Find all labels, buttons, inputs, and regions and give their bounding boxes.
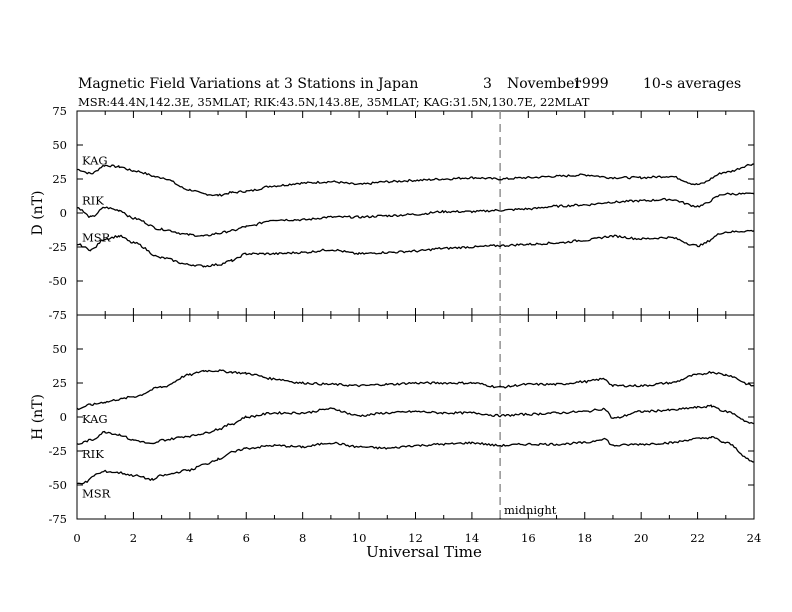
chart-marks: -75 -50 -25 0 25 50 75 KAG RIK MSR -75 -50 -25 0 25 50 0… <box>48 104 761 545</box>
midnight-label: midnight <box>504 503 557 517</box>
h-ytick-label: -25 <box>48 444 67 458</box>
h-trace-msr <box>76 435 755 485</box>
h-trace-rik <box>76 404 755 445</box>
xtick-label: 8 <box>299 531 306 545</box>
d-trace-msr <box>76 229 755 268</box>
d-ytick-label: -25 <box>48 240 67 254</box>
chart-title: Magnetic Field Variations at 3 Stations … <box>78 76 418 92</box>
chart-year: 1999 <box>573 76 609 92</box>
h-trace-kag <box>76 369 755 411</box>
d-ytick-label: 25 <box>52 172 67 186</box>
xtick-label: 12 <box>408 531 423 545</box>
xtick-label: 16 <box>521 531 536 545</box>
d-ytick-label: 0 <box>60 206 67 220</box>
xtick-label: 22 <box>690 531 705 545</box>
d-panel-frame <box>76 110 755 316</box>
x-axis-label: Universal Time <box>366 543 482 561</box>
xtick-label: 20 <box>634 531 649 545</box>
d-station-label-kag: KAG <box>82 153 108 167</box>
chart-month: November <box>507 76 581 92</box>
d-ytick-label: -75 <box>48 308 67 322</box>
h-ytick-label: 0 <box>60 410 67 424</box>
xtick-label: 18 <box>577 531 592 545</box>
xtick-label: 2 <box>130 531 137 545</box>
xtick-label: 0 <box>73 531 80 545</box>
chart-day: 3 <box>483 76 492 92</box>
h-panel-frame <box>76 314 755 520</box>
d-axis-label: D (nT) <box>30 191 46 236</box>
xtick-label: 4 <box>186 531 193 545</box>
h-ytick-label: 25 <box>52 376 67 390</box>
h-station-label-msr: MSR <box>82 487 111 501</box>
h-station-label-rik: RIK <box>82 447 104 461</box>
stations-coordinates: MSR:44.4N,142.3E, 35MLAT; RIK:43.5N,143.… <box>78 95 590 109</box>
xtick-label: 6 <box>243 531 250 545</box>
d-ytick-label: 50 <box>52 138 67 152</box>
xtick-label: 24 <box>747 531 762 545</box>
h-axis-label: H (nT) <box>30 394 46 440</box>
d-ytick-label: -50 <box>48 274 67 288</box>
xtick-label: 14 <box>465 531 480 545</box>
h-ytick-label: -75 <box>48 512 67 526</box>
d-ytick-label: 75 <box>52 104 67 118</box>
d-trace-kag <box>76 163 755 197</box>
h-ytick-label: 50 <box>52 342 67 356</box>
chart-averaging: 10-s averages <box>643 76 741 92</box>
d-station-label-rik: RIK <box>82 194 104 208</box>
h-ytick-label: -50 <box>48 478 67 492</box>
xtick-label: 10 <box>352 531 367 545</box>
d-trace-rik <box>76 192 755 237</box>
d-station-label-msr: MSR <box>82 230 111 244</box>
h-station-label-kag: KAG <box>82 412 108 426</box>
